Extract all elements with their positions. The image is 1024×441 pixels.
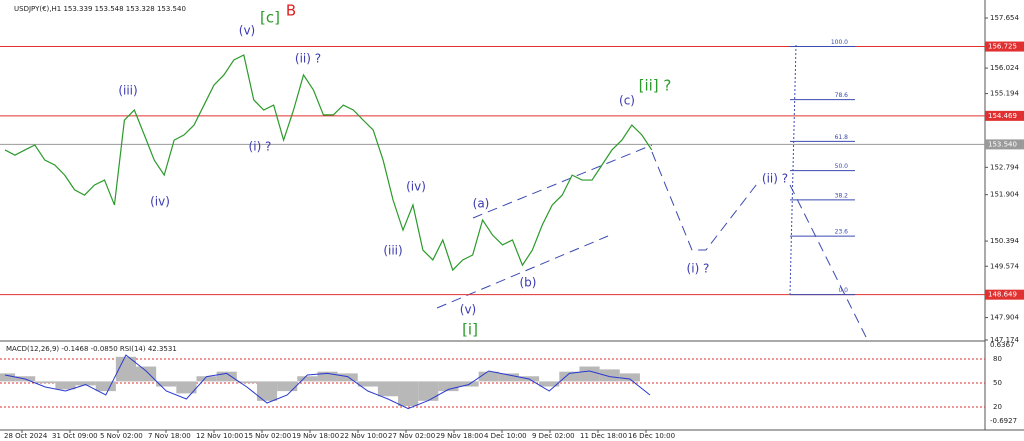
x-tick-label: 11 Dec 18:00 (580, 432, 627, 440)
x-tick-label: 9 Dec 02:00 (532, 432, 575, 440)
wave-label: (a) (473, 197, 490, 211)
macd-bar (357, 381, 378, 387)
wave-label: (b) (520, 276, 537, 290)
y-tick-label: 147.174 (990, 336, 1019, 344)
rsi-line (4, 354, 651, 410)
macd-bar (277, 381, 298, 392)
macd-bar (35, 381, 56, 384)
wave-label: (i) ? (249, 140, 272, 154)
macd-bar (599, 369, 620, 382)
fib-label: 0.0 (838, 287, 848, 294)
y-tick-label: 152.794 (990, 163, 1019, 171)
rsi-tick-label: 80 (993, 355, 1002, 363)
level-box (985, 110, 1024, 121)
x-tick-label: 16 Dec 10:00 (628, 432, 675, 440)
macd-tick-label: 0.6367 (990, 341, 1015, 349)
chart-title: USDJPY(€),H1 153.339 153.548 153.328 153… (14, 5, 186, 13)
macd-bar (236, 381, 257, 384)
macd-bar (75, 381, 96, 386)
wave-label: (iv) (406, 180, 426, 194)
x-tick-label: 22 Nov 10:00 (340, 432, 387, 440)
macd-bar (438, 381, 459, 392)
y-tick-label: 147.904 (990, 314, 1019, 322)
macd-bar (478, 371, 499, 382)
wave-label: (v) (239, 24, 255, 38)
wave-label: B (286, 2, 296, 20)
x-tick-label: 29 Nov 18:00 (436, 432, 483, 440)
macd-tick-label: -0.6927 (990, 417, 1017, 425)
macd-bar (458, 381, 479, 387)
y-tick-label: 151.904 (990, 191, 1019, 199)
y-tick-label: 156.024 (990, 64, 1019, 72)
rsi-tick-label: 20 (993, 403, 1002, 411)
macd-bar (156, 381, 177, 387)
wave-label: (iii) (383, 244, 402, 258)
x-tick-label: 12 Nov 10:00 (196, 432, 243, 440)
wave-label: (i) ? (687, 262, 710, 276)
macd-bar (559, 371, 580, 382)
wave-label: (v) (460, 303, 476, 317)
wave-label: (c) (619, 94, 635, 108)
macd-bar (95, 381, 116, 392)
macd-bar (337, 373, 358, 382)
wave-label: [ii] ? (639, 77, 672, 95)
macd-bar (176, 381, 197, 394)
x-tick-label: 27 Nov 02:00 (388, 432, 435, 440)
macd-bar (55, 381, 76, 390)
macd-bar (297, 376, 318, 382)
x-tick-label: 19 Nov 18:00 (292, 432, 339, 440)
price-line (4, 54, 653, 272)
rsi-tick-label: 50 (993, 379, 1002, 387)
macd-bar (539, 381, 560, 387)
macd-bar (498, 373, 519, 382)
level-label: 148.649 (988, 291, 1017, 299)
level-label: 156.725 (988, 43, 1017, 51)
y-tick-label: 155.194 (990, 90, 1019, 98)
wave-label: [c] (260, 9, 280, 27)
macd-bar (398, 381, 419, 406)
macd-bar (0, 373, 16, 382)
macd-bar (619, 373, 640, 382)
fib-label: 61.8 (835, 134, 849, 141)
x-tick-label: 15 Nov 02:00 (244, 432, 291, 440)
y-tick-label: 157.654 (990, 14, 1019, 22)
macd-bar (317, 371, 338, 382)
level-label: 153.540 (988, 140, 1017, 148)
level-box (985, 41, 1024, 52)
macd-bar (579, 366, 600, 382)
fib-label: 23.6 (835, 229, 849, 236)
y-tick-label: 150.394 (990, 237, 1019, 245)
level-box (985, 139, 1024, 150)
macd-bar (136, 366, 157, 382)
fib-label: 38.2 (835, 192, 849, 199)
fib-label: 78.6 (835, 92, 849, 99)
macd-bar (418, 381, 439, 401)
macd-bar (196, 376, 217, 382)
x-tick-label: 28 Oct 2024 (4, 432, 48, 440)
macd-title: MACD(12,26,9) -0.1468 -0.0850 RSI(14) 42… (6, 345, 177, 353)
macd-bar (377, 381, 399, 397)
wave-label: (ii) ? (762, 172, 788, 186)
wave-label: (ii) ? (295, 52, 321, 66)
x-tick-label: 7 Nov 18:00 (148, 432, 191, 440)
wave-label: (iii) (118, 84, 137, 98)
x-tick-label: 31 Oct 09:00 (52, 432, 98, 440)
macd-bar (256, 381, 278, 401)
fib-label: 100.0 (831, 39, 848, 46)
macd-bar (115, 356, 137, 382)
level-box (985, 289, 1024, 300)
x-tick-label: 4 Dec 10:00 (484, 432, 527, 440)
x-tick-label: 5 Nov 02:00 (100, 432, 143, 440)
wave-label: [i] (462, 321, 478, 339)
wave-lines (436, 144, 869, 342)
y-tick-label: 149.574 (990, 262, 1019, 270)
level-label: 154.469 (988, 112, 1017, 120)
wave-label: (iv) (150, 195, 170, 209)
fib-base (789, 44, 797, 295)
fib-label: 50.0 (835, 163, 849, 170)
macd-bar (216, 371, 237, 382)
